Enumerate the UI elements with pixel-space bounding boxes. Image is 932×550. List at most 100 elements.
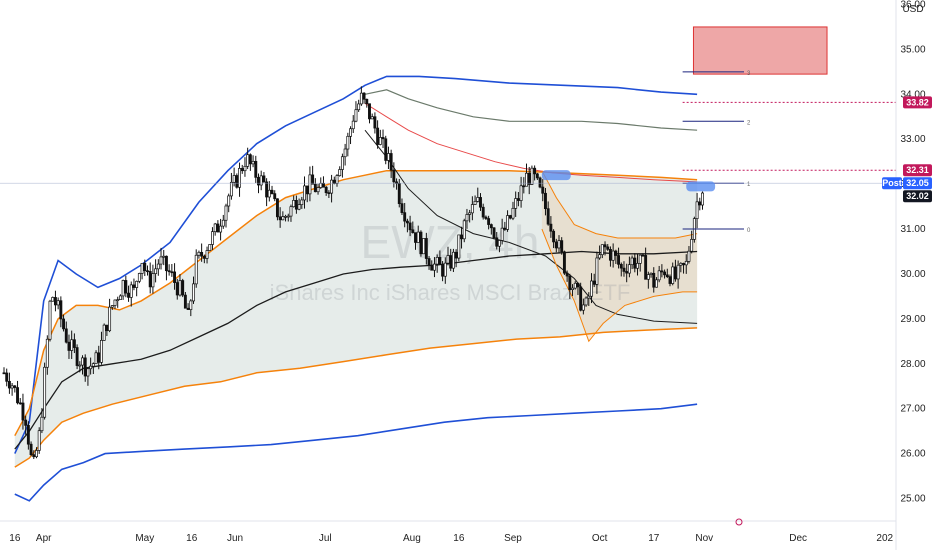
x-tick-label: Apr	[36, 533, 52, 544]
x-tick-label: Aug	[403, 533, 421, 544]
candle-body	[62, 318, 66, 330]
candle-body	[7, 380, 11, 389]
candle-body	[606, 246, 610, 250]
candle-body	[186, 307, 190, 310]
candle-body	[511, 207, 515, 219]
candle-body	[655, 279, 658, 288]
y-tick-label: 35.00	[900, 44, 925, 55]
candle-body	[462, 220, 466, 240]
candle-body	[554, 241, 558, 249]
event-marker-icon[interactable]	[735, 518, 743, 526]
candle-body	[671, 266, 675, 284]
candle-body	[13, 385, 17, 388]
candle-body	[64, 328, 68, 343]
candle-body	[365, 98, 369, 105]
candle-body	[208, 244, 212, 251]
candle-body	[441, 263, 445, 277]
candle-body	[32, 454, 36, 458]
candle-body	[687, 250, 691, 262]
candle-body	[240, 168, 244, 172]
candle-body	[359, 92, 363, 105]
candle-body	[419, 231, 423, 255]
target-zone-box[interactable]	[692, 26, 828, 75]
candle-body	[18, 402, 22, 405]
band-line-red-line	[364, 102, 698, 183]
candle-body	[378, 137, 382, 145]
candle-body	[164, 255, 168, 272]
candle-body	[137, 273, 141, 282]
candle-body	[127, 292, 130, 298]
candle-body	[232, 175, 236, 183]
price-tag	[903, 177, 932, 190]
candle-body	[300, 199, 304, 206]
candle-body	[446, 255, 450, 264]
highlight-marker[interactable]	[541, 170, 571, 181]
candle-body	[108, 306, 112, 332]
candle-body	[48, 300, 52, 340]
y-tick-label: 31.00	[900, 224, 925, 235]
candle-body	[560, 240, 564, 253]
candle-body	[113, 299, 117, 306]
candle-body	[43, 366, 47, 418]
candle-body	[216, 223, 220, 233]
candle-body	[465, 214, 469, 222]
candle-body	[311, 174, 315, 185]
candle-body	[227, 195, 231, 207]
candle-body	[460, 234, 463, 240]
candle-body	[581, 304, 585, 311]
candle-body	[668, 276, 672, 284]
candle-body	[481, 206, 485, 218]
candle-body	[541, 186, 545, 194]
candle-body	[102, 324, 106, 341]
time-axis[interactable]: 16 Apr May 16 Jun Jul Aug 16 Sep Oct 17 Nov Dec 202	[9, 533, 893, 544]
y-tick-label: 26.00	[900, 449, 925, 460]
band-line-short-lower	[541, 228, 698, 343]
candle-body	[351, 120, 355, 130]
candle-body	[151, 273, 155, 288]
candle-body	[571, 287, 574, 290]
candle-body	[340, 156, 344, 170]
x-tick-label: Sep	[504, 533, 522, 544]
candle-body	[416, 231, 420, 243]
y-tick-label: 25.00	[900, 494, 925, 505]
y-tick-label: 30.00	[900, 269, 925, 280]
candle-body	[516, 198, 520, 201]
candle-body	[159, 256, 163, 265]
band-line-outer-upper	[14, 75, 698, 454]
candle-body	[479, 197, 482, 208]
candle-body	[584, 297, 588, 306]
band-fill	[14, 170, 698, 468]
candle-body	[251, 160, 255, 165]
candle-body	[646, 274, 650, 280]
candle-body	[535, 173, 539, 179]
candle-body	[178, 280, 182, 296]
candle-body	[435, 257, 439, 265]
x-tick-label: 16	[9, 533, 21, 544]
fib-level-label: 3	[747, 71, 751, 77]
candle-body	[544, 192, 547, 210]
candle-body	[595, 257, 599, 285]
x-tick-label: Dec	[789, 533, 807, 544]
candle-body	[83, 357, 87, 377]
candle-body	[562, 251, 566, 274]
candle-body	[35, 450, 38, 458]
candle-body	[24, 419, 28, 426]
candle-body	[330, 179, 334, 194]
candle-body	[497, 240, 501, 247]
candle-body	[468, 212, 472, 215]
highlight-marker[interactable]	[686, 181, 716, 192]
candle-body	[641, 254, 645, 257]
candle-body	[316, 187, 320, 193]
candle-body	[248, 154, 252, 165]
highlights-layer	[541, 170, 716, 192]
candle-body	[259, 175, 263, 186]
price-tag	[903, 190, 932, 203]
candle-body	[94, 352, 98, 365]
candle-body	[487, 218, 491, 225]
x-tick-label: 16	[186, 533, 198, 544]
x-tick-label: Oct	[592, 533, 608, 544]
candle-body	[587, 295, 591, 299]
candle-body	[484, 216, 488, 219]
candle-body	[663, 271, 667, 276]
